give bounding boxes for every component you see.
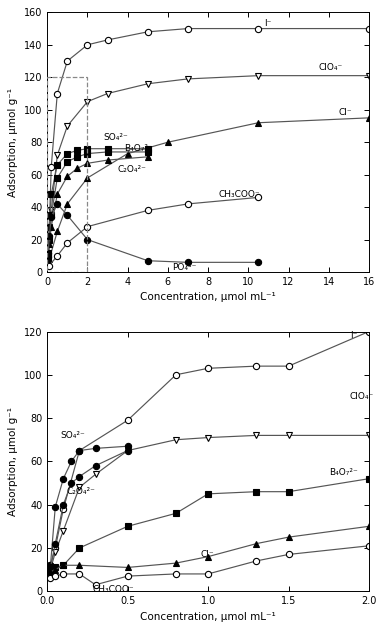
- Text: Cl⁻: Cl⁻: [339, 108, 352, 117]
- X-axis label: Concentration, μmol mL⁻¹: Concentration, μmol mL⁻¹: [140, 612, 276, 622]
- Text: B₄O₇²⁻: B₄O₇²⁻: [124, 144, 152, 153]
- Text: CH₃COO⁻: CH₃COO⁻: [92, 585, 134, 593]
- Text: C₂O₄²⁻: C₂O₄²⁻: [118, 165, 147, 175]
- Y-axis label: Adsorption, μmol g⁻¹: Adsorption, μmol g⁻¹: [8, 88, 18, 197]
- Text: I⁻: I⁻: [264, 19, 272, 28]
- Text: CH₃COO⁻: CH₃COO⁻: [218, 190, 260, 198]
- Bar: [47, 77, 87, 272]
- Text: I⁻: I⁻: [350, 331, 357, 340]
- Y-axis label: Adsorption, μmol g⁻¹: Adsorption, μmol g⁻¹: [8, 407, 18, 516]
- Text: PO₄³⁻: PO₄³⁻: [172, 263, 196, 272]
- Text: ClO₄⁻: ClO₄⁻: [319, 63, 343, 72]
- Text: SO₄²⁻: SO₄²⁻: [104, 133, 128, 142]
- Text: Cl⁻: Cl⁻: [200, 550, 214, 559]
- Text: ClO₄⁻: ClO₄⁻: [350, 392, 374, 401]
- Text: C₂O₄²⁻: C₂O₄²⁻: [67, 487, 95, 496]
- Text: B₄O₇²⁻: B₄O₇²⁻: [329, 467, 358, 477]
- X-axis label: Concentration, μmol mL⁻¹: Concentration, μmol mL⁻¹: [140, 292, 276, 302]
- Text: SO₄²⁻: SO₄²⁻: [60, 431, 85, 440]
